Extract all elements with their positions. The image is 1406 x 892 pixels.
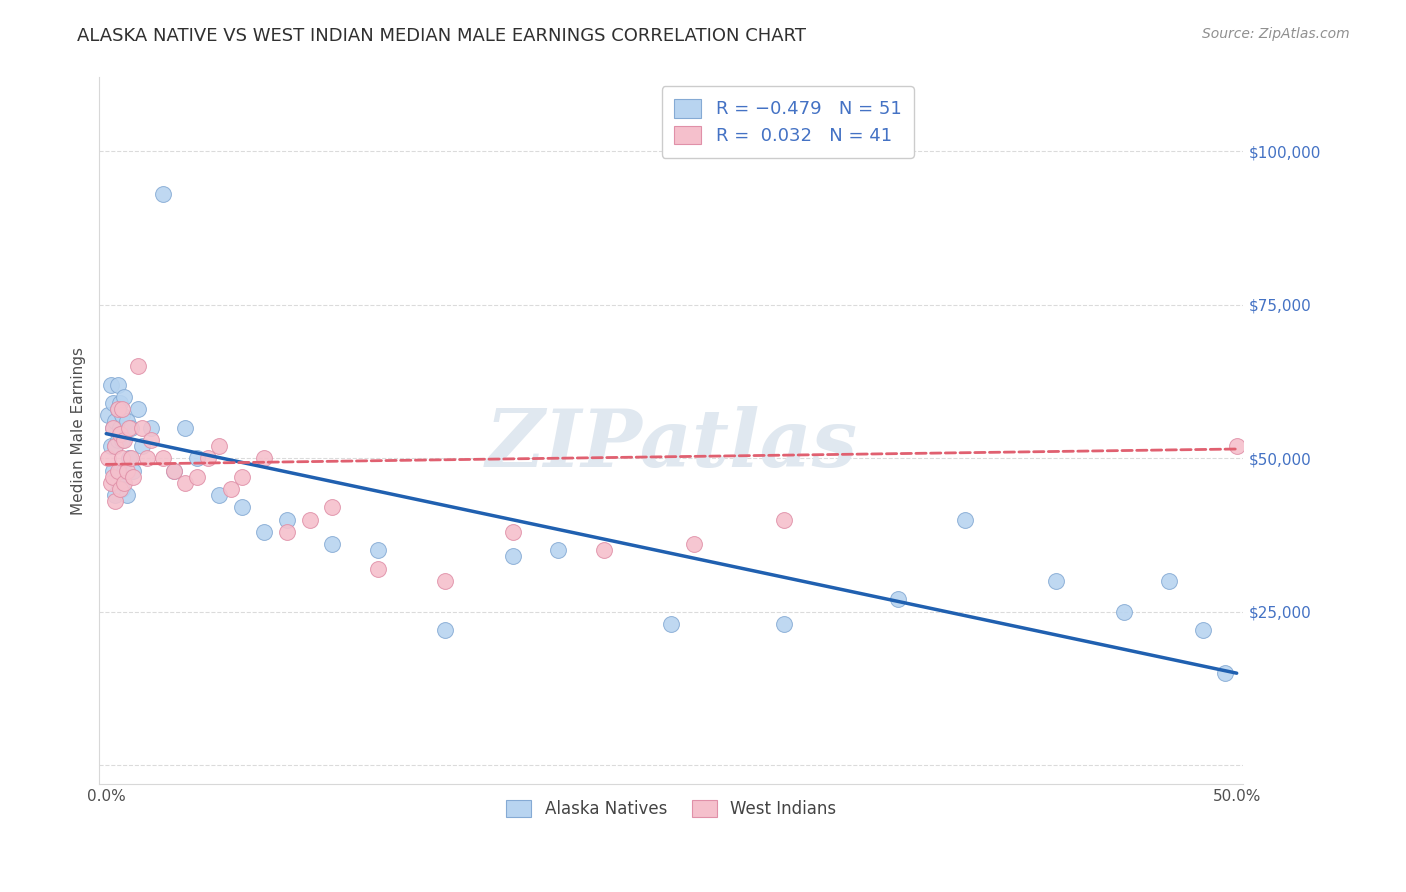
Point xyxy=(174,420,197,434)
Point xyxy=(120,420,142,434)
Point xyxy=(107,463,129,477)
Point xyxy=(107,475,129,490)
Point xyxy=(298,513,321,527)
Point xyxy=(111,402,134,417)
Point xyxy=(100,475,122,490)
Text: ZIPatlas: ZIPatlas xyxy=(485,406,858,483)
Text: ALASKA NATIVE VS WEST INDIAN MEDIAN MALE EARNINGS CORRELATION CHART: ALASKA NATIVE VS WEST INDIAN MEDIAN MALE… xyxy=(77,27,806,45)
Point xyxy=(107,402,129,417)
Point xyxy=(186,451,208,466)
Point xyxy=(108,463,131,477)
Point xyxy=(127,402,149,417)
Point xyxy=(108,396,131,410)
Point xyxy=(104,488,127,502)
Point xyxy=(112,463,135,477)
Point xyxy=(502,549,524,564)
Point xyxy=(208,488,231,502)
Point xyxy=(141,433,163,447)
Point xyxy=(100,377,122,392)
Y-axis label: Median Male Earnings: Median Male Earnings xyxy=(72,347,86,515)
Point xyxy=(502,524,524,539)
Point xyxy=(118,420,141,434)
Point xyxy=(197,451,219,466)
Point xyxy=(955,513,977,527)
Point xyxy=(111,482,134,496)
Point xyxy=(886,592,908,607)
Point xyxy=(97,409,120,423)
Point xyxy=(367,562,389,576)
Point xyxy=(122,469,145,483)
Point xyxy=(111,433,134,447)
Point xyxy=(186,469,208,483)
Point xyxy=(141,420,163,434)
Point xyxy=(152,451,174,466)
Point xyxy=(101,420,124,434)
Point xyxy=(1112,605,1135,619)
Point xyxy=(111,409,134,423)
Text: Source: ZipAtlas.com: Source: ZipAtlas.com xyxy=(1202,27,1350,41)
Point xyxy=(773,513,796,527)
Point xyxy=(101,469,124,483)
Point xyxy=(174,475,197,490)
Point xyxy=(97,451,120,466)
Point xyxy=(104,439,127,453)
Point xyxy=(107,402,129,417)
Point xyxy=(253,524,276,539)
Point xyxy=(101,396,124,410)
Point xyxy=(367,543,389,558)
Point xyxy=(100,439,122,453)
Point xyxy=(434,574,457,588)
Point xyxy=(321,500,343,515)
Point xyxy=(1157,574,1180,588)
Point xyxy=(104,439,127,453)
Point xyxy=(1045,574,1067,588)
Point xyxy=(101,463,124,477)
Point xyxy=(321,537,343,551)
Point xyxy=(118,451,141,466)
Point xyxy=(1215,666,1237,681)
Point xyxy=(107,377,129,392)
Point xyxy=(276,524,298,539)
Point xyxy=(127,359,149,373)
Point xyxy=(120,451,142,466)
Point xyxy=(135,451,157,466)
Point xyxy=(683,537,706,551)
Point xyxy=(122,463,145,477)
Point xyxy=(163,463,186,477)
Point xyxy=(1191,623,1213,637)
Point xyxy=(104,494,127,508)
Point xyxy=(1226,439,1249,453)
Point xyxy=(115,488,138,502)
Point xyxy=(276,513,298,527)
Point xyxy=(434,623,457,637)
Point xyxy=(152,187,174,202)
Point xyxy=(112,433,135,447)
Point xyxy=(111,451,134,466)
Legend: Alaska Natives, West Indians: Alaska Natives, West Indians xyxy=(499,793,844,825)
Point xyxy=(131,420,153,434)
Point xyxy=(547,543,569,558)
Point xyxy=(231,500,253,515)
Point xyxy=(208,439,231,453)
Point xyxy=(112,390,135,404)
Point xyxy=(112,475,135,490)
Point xyxy=(163,463,186,477)
Point xyxy=(104,414,127,428)
Point xyxy=(231,469,253,483)
Point xyxy=(131,439,153,453)
Point xyxy=(773,617,796,632)
Point xyxy=(115,463,138,477)
Point xyxy=(115,414,138,428)
Point xyxy=(661,617,683,632)
Point xyxy=(108,482,131,496)
Point xyxy=(108,426,131,441)
Point xyxy=(108,420,131,434)
Point xyxy=(107,433,129,447)
Point xyxy=(219,482,242,496)
Point xyxy=(592,543,614,558)
Point xyxy=(101,420,124,434)
Point xyxy=(253,451,276,466)
